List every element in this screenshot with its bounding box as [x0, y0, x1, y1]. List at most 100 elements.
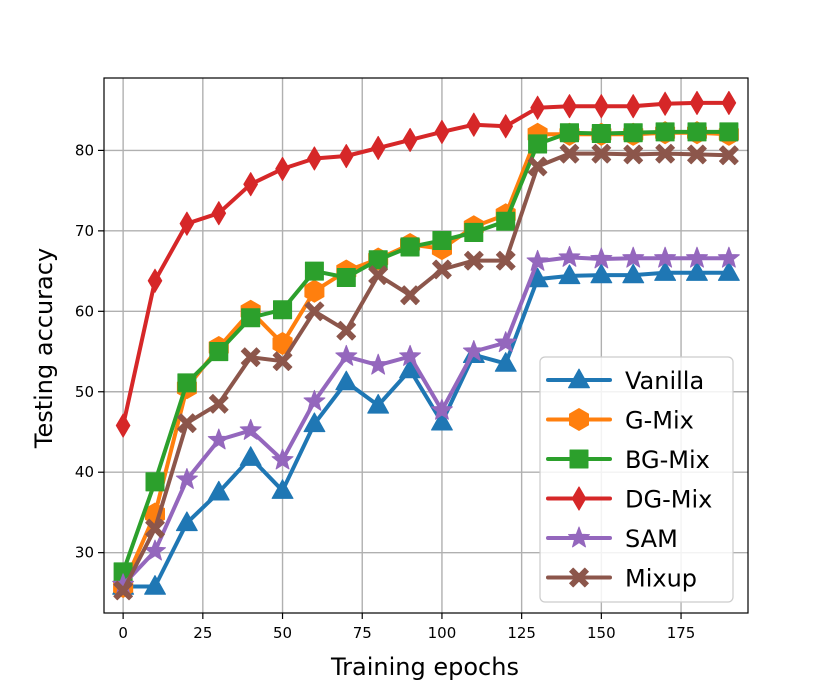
series-sam	[112, 245, 740, 595]
data-point	[402, 127, 418, 152]
data-point	[625, 94, 641, 119]
x-tick-label: 100	[428, 624, 457, 642]
data-point	[147, 268, 163, 293]
data-point	[464, 222, 484, 242]
x-tick-label: 50	[273, 624, 292, 642]
data-point	[144, 575, 166, 595]
x-tick-label: 150	[587, 624, 616, 642]
data-point	[594, 94, 609, 119]
legend-swatch-marker	[568, 368, 590, 389]
data-point	[304, 301, 325, 322]
data-point	[271, 448, 294, 470]
data-point	[241, 308, 261, 328]
legend-item-bg-mix: BG-Mix	[546, 446, 710, 474]
series-group	[112, 90, 740, 601]
data-point	[400, 285, 420, 306]
y-axis-title: Testing accuracy	[30, 248, 58, 449]
data-point	[207, 428, 230, 450]
data-point	[494, 331, 517, 353]
data-point	[303, 389, 326, 411]
data-point	[591, 143, 612, 164]
data-point	[303, 412, 326, 433]
y-tick-label: 40	[75, 463, 94, 481]
data-point	[209, 342, 229, 362]
x-tick-label: 75	[353, 624, 372, 642]
x-tick-label: 0	[118, 624, 128, 642]
plot-area-frame	[103, 77, 749, 614]
data-point	[687, 144, 707, 165]
data-point	[339, 144, 354, 169]
legend-item-vanilla: Vanilla	[546, 367, 704, 395]
data-point	[721, 90, 737, 115]
data-point	[622, 263, 645, 284]
data-point	[655, 122, 675, 142]
x-tick-label: 125	[507, 624, 536, 642]
data-point	[400, 237, 420, 257]
data-point	[498, 114, 513, 139]
y-tick-label: 80	[75, 141, 94, 159]
legend-swatch-marker	[569, 449, 589, 469]
data-point	[719, 145, 739, 166]
data-point	[526, 249, 549, 271]
data-point	[528, 134, 548, 154]
data-point	[431, 410, 453, 431]
data-point	[272, 332, 293, 355]
legend-swatch-marker	[568, 526, 590, 548]
data-point	[175, 468, 198, 489]
data-point	[686, 261, 708, 281]
data-point	[145, 472, 165, 492]
data-point	[208, 394, 229, 414]
data-point	[466, 112, 482, 137]
data-point	[687, 122, 707, 142]
legend-swatch-marker	[569, 408, 589, 431]
data-point	[335, 370, 358, 391]
data-point	[175, 511, 198, 532]
data-point	[562, 94, 577, 119]
data-point	[399, 344, 421, 366]
data-point	[273, 300, 293, 320]
data-point	[432, 259, 452, 280]
data-point	[177, 373, 197, 393]
data-point	[719, 122, 739, 142]
data-point	[462, 340, 485, 361]
data-point	[654, 246, 677, 268]
x-axis-title: Training epochs	[330, 653, 519, 681]
data-point	[559, 123, 579, 143]
data-point	[623, 144, 644, 165]
data-point	[558, 264, 581, 285]
data-point	[654, 261, 677, 281]
data-point	[115, 413, 131, 438]
data-point	[336, 268, 356, 287]
legend-swatch-marker	[569, 567, 589, 588]
data-point	[243, 172, 258, 197]
series-mixup	[113, 143, 739, 601]
x-tick-label: 25	[193, 624, 212, 642]
data-point	[368, 265, 388, 285]
data-point	[559, 143, 580, 164]
data-point	[370, 135, 386, 160]
data-point	[590, 263, 613, 284]
data-point	[179, 211, 195, 236]
series-dg-mix	[115, 90, 737, 438]
data-point	[240, 347, 261, 367]
data-point	[689, 90, 705, 115]
legend-item-sam: SAM	[546, 525, 678, 553]
data-point	[304, 261, 324, 281]
data-point	[558, 245, 581, 267]
data-point	[434, 119, 450, 144]
series-vanilla	[112, 261, 740, 595]
axis-ticks: 0 25 50 75 100 125 150 175 30 40 50 60 70 80	[75, 141, 695, 642]
legend-item-g-mix: G-Mix	[546, 407, 694, 435]
y-tick-label: 30	[75, 544, 94, 562]
data-point	[655, 143, 675, 164]
data-point	[717, 261, 740, 281]
data-point	[717, 246, 740, 268]
legend-label: Mixup	[625, 565, 697, 593]
legend-item-dg-mix: DG-Mix	[546, 486, 712, 514]
data-point	[590, 247, 613, 269]
data-point	[335, 344, 358, 366]
data-point	[622, 246, 645, 268]
data-point	[113, 580, 133, 601]
data-point	[239, 446, 262, 466]
legend-swatch-marker	[571, 486, 587, 511]
